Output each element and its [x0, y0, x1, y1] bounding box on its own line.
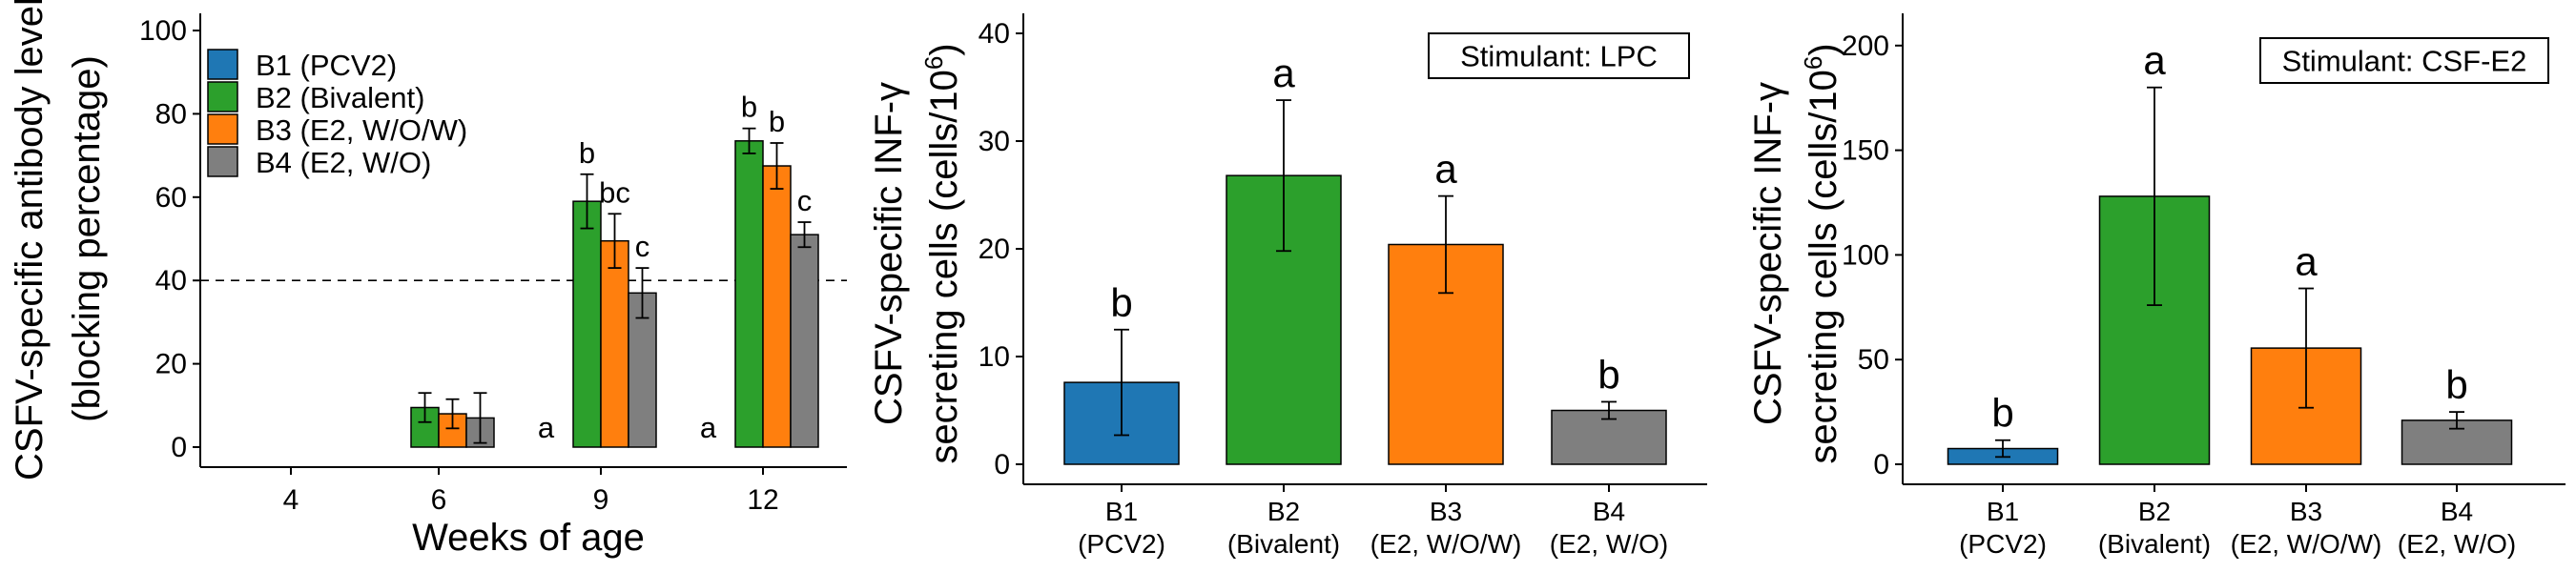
x-tick-label: (E2, W/O/W) — [2231, 529, 2382, 559]
significance-letter: b — [1597, 352, 1619, 397]
x-tick-label: (E2, W/O) — [2398, 529, 2516, 559]
x-tick-label: B1 — [1105, 497, 1138, 526]
x-tick-label: 12 — [747, 484, 778, 516]
significance-letter: b — [1991, 391, 2013, 436]
significance-letter: b — [579, 136, 595, 170]
stimulant-label: Stimulant: LPC — [1460, 40, 1658, 73]
y-axis-title-line1: CSFV-specific INF-γ — [1747, 82, 1789, 425]
x-tick-label: B1 — [1987, 497, 2019, 526]
significance-letter: c — [797, 184, 813, 217]
x-tick-label: (PCV2) — [1078, 529, 1165, 559]
x-tick-label: (E2, W/O/W) — [1370, 529, 1522, 559]
x-tick-label: B2 — [1267, 497, 1300, 526]
x-tick-label: B3 — [2290, 497, 2322, 526]
x-tick-label: (E2, W/O) — [1550, 529, 1668, 559]
y-tick-label: 150 — [1842, 135, 1889, 167]
significance-letter: c — [635, 230, 650, 263]
x-tick-label: B3 — [1430, 497, 1462, 526]
legend-swatch — [207, 49, 238, 80]
x-tick-label: (Bivalent) — [1227, 529, 1340, 559]
significance-letter: a — [2143, 38, 2166, 83]
y-axis-title-line2: (blocking percentage) — [66, 55, 108, 422]
y-tick-label: 20 — [155, 349, 187, 380]
y-tick-label: 40 — [155, 265, 187, 296]
significance-letter: a — [1272, 51, 1295, 95]
x-tick-label: 4 — [283, 484, 299, 516]
bar — [734, 140, 764, 448]
bar — [600, 239, 629, 448]
significance-letter: a — [700, 411, 717, 444]
antibody-panel: 0 20 40 60 80 100 4 6 9 12 Weeks of age CSFV-specif… — [9, 0, 847, 559]
stimulant-box — [1428, 32, 1690, 79]
significance-letter: a — [1434, 147, 1457, 192]
x-tick-label: 9 — [593, 484, 609, 516]
legend-swatch — [207, 81, 238, 112]
y-tick-label: 0 — [1873, 449, 1889, 480]
y-axis-title-superscript: 6 — [1799, 56, 1827, 70]
legend-label: B4 (E2, W/O) — [256, 146, 431, 179]
significance-letter: bc — [599, 175, 630, 209]
significance-letter: b — [741, 91, 757, 124]
y-tick-label: 40 — [979, 18, 1010, 50]
y-axis-title-text: secreting cells (cells/10 — [923, 70, 965, 464]
significance-letter: b — [2445, 362, 2467, 407]
y-tick-label: 10 — [979, 341, 1010, 373]
bar — [762, 165, 792, 448]
y-tick-label: 80 — [155, 98, 187, 130]
significance-letter: b — [769, 105, 785, 138]
y-axis-title-text: ) — [1803, 43, 1844, 55]
csf-e2-panel: 0 50 100 150 200 B1 (PCV2) b B2 (Bivalent) a B3 (E2,… — [1747, 13, 2566, 559]
y-axis-title-superscript: 6 — [919, 56, 948, 70]
bar — [572, 200, 602, 448]
stimulant-label: Stimulant: CSF-E2 — [2282, 45, 2527, 78]
y-tick-label: 0 — [171, 432, 187, 463]
x-tick-label: B4 — [2441, 497, 2473, 526]
y-tick-label: 200 — [1842, 31, 1889, 62]
y-tick-label: 100 — [1842, 239, 1889, 271]
legend-swatch — [207, 146, 238, 177]
stimulant-box — [2259, 37, 2549, 84]
bar — [790, 234, 819, 448]
y-tick-label: 60 — [155, 182, 187, 214]
y-axis-title-text: ) — [923, 43, 965, 55]
legend-label: B2 (Bivalent) — [256, 81, 424, 114]
x-tick-label: B4 — [1593, 497, 1625, 526]
y-tick-label: 20 — [979, 234, 1010, 265]
y-tick-label: 100 — [139, 15, 187, 47]
significance-letter: b — [1110, 280, 1132, 325]
x-tick-label: (Bivalent) — [2098, 529, 2211, 559]
legend-label: B3 (E2, W/O/W) — [256, 113, 467, 147]
y-axis-title-line2: secreting cells (cells/106) — [919, 43, 965, 463]
x-axis-title: Weeks of age — [412, 517, 645, 559]
x-tick-label: (PCV2) — [1959, 529, 2047, 559]
y-tick-label: 30 — [979, 126, 1010, 157]
y-axis-title-line2: secreting cells (cells/106) — [1799, 43, 1844, 463]
y-tick-label: 50 — [1858, 344, 1889, 376]
y-axis-title-line1: CSFV-specific INF-γ — [868, 82, 910, 425]
x-tick-label: B2 — [2138, 497, 2171, 526]
lpc-panel: 0 10 20 30 40 B1 (PCV2) b B2 (Bivalent) a B3 (E2, W/… — [868, 13, 1707, 559]
x-tick-label: 6 — [431, 484, 447, 516]
y-axis-title-text: secreting cells (cells/10 — [1803, 70, 1844, 464]
legend-swatch — [207, 113, 238, 145]
significance-letter: a — [2295, 239, 2318, 284]
legend-label: B1 (PCV2) — [256, 49, 397, 82]
y-tick-label: 0 — [994, 449, 1010, 480]
y-axis-title-line1: CSFV-specific antibody level — [9, 0, 51, 480]
significance-letter: a — [538, 411, 555, 444]
